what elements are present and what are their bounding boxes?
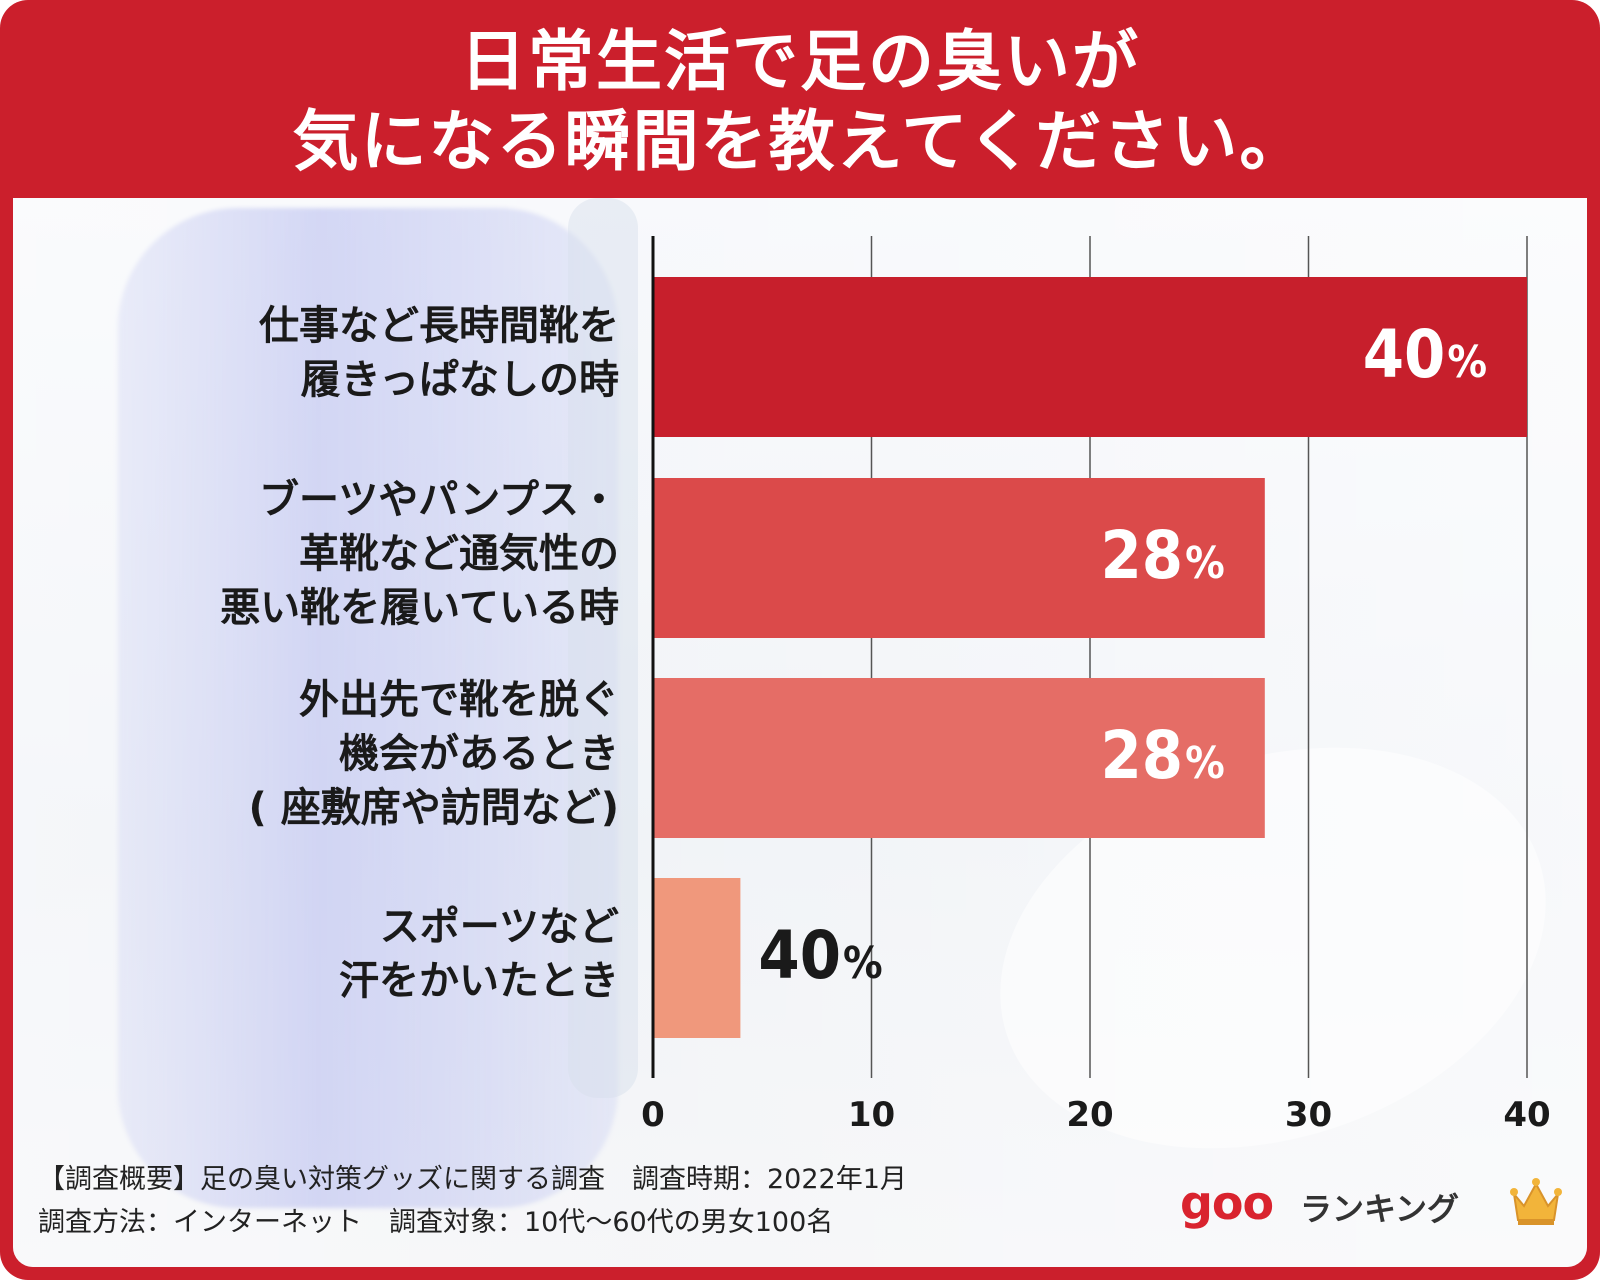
bar-2 bbox=[653, 478, 1265, 638]
value-label-3: 28% bbox=[1100, 721, 1224, 799]
category-label-1: 仕事など長時間靴を 履きっぱなしの時 bbox=[259, 303, 619, 403]
value-unit: % bbox=[1185, 538, 1225, 589]
bar-3 bbox=[653, 678, 1265, 838]
chart-title: 日常生活で足の臭いが 気になる瞬間を教えてください。 bbox=[0, 22, 1600, 182]
value-number: 28 bbox=[1100, 717, 1184, 794]
title-line-2: 気になる瞬間を教えてください。 bbox=[292, 103, 1308, 180]
x-tick-label: 30 bbox=[1285, 1095, 1332, 1135]
category-label-2: ブーツやパンプス・ 革靴など通気性の 悪い靴を履いている時 bbox=[220, 477, 619, 631]
value-number: 40 bbox=[758, 917, 842, 994]
value-unit: % bbox=[1185, 738, 1225, 789]
survey-note-line-2: 調査方法：インターネット 調査対象：10代〜60代の男女100名 bbox=[38, 1207, 834, 1238]
chart-panel: 0 10 20 30 40 仕事など長時間靴を 履きっぱなしの時ブーツやパンプス・ 革靴… bbox=[13, 198, 1587, 1267]
x-tick-label: 10 bbox=[848, 1095, 895, 1135]
value-number: 40 bbox=[1362, 316, 1446, 393]
goo-ranking-logo: goo ランキング bbox=[1180, 1176, 1562, 1236]
value-number: 28 bbox=[1100, 517, 1184, 594]
x-tick-label: 40 bbox=[1503, 1095, 1550, 1135]
survey-note-line-1: 【調査概要】足の臭い対策グッズに関する調査 調査時期：2022年1月 bbox=[38, 1164, 907, 1195]
x-tick-label: 0 bbox=[641, 1095, 665, 1135]
value-unit: % bbox=[1447, 337, 1487, 388]
crown-icon bbox=[1510, 1178, 1562, 1225]
survey-note: 【調査概要】足の臭い対策グッズに関する調査 調査時期：2022年1月 調査方法：… bbox=[38, 1158, 907, 1244]
bar-4 bbox=[653, 878, 741, 1038]
value-label-2: 28% bbox=[1100, 521, 1224, 599]
value-unit: % bbox=[843, 938, 883, 989]
x-tick-label: 20 bbox=[1066, 1095, 1113, 1135]
value-label-4: 40% bbox=[758, 921, 882, 999]
bar-1 bbox=[653, 277, 1527, 437]
category-label-4: スポーツなど 汗をかいたとき bbox=[339, 904, 619, 1004]
category-label-3: 外出先で靴を脱ぐ 機会があるとき ( 座敷席や訪問など) bbox=[248, 677, 620, 831]
goo-logo-text: goo bbox=[1180, 1176, 1274, 1230]
title-line-1: 日常生活で足の臭いが bbox=[460, 23, 1140, 100]
value-label-1: 40% bbox=[1363, 320, 1487, 398]
bar-chart: 0 10 20 30 40 bbox=[641, 236, 1551, 1135]
ranking-logo-text: ランキング bbox=[1300, 1190, 1460, 1228]
